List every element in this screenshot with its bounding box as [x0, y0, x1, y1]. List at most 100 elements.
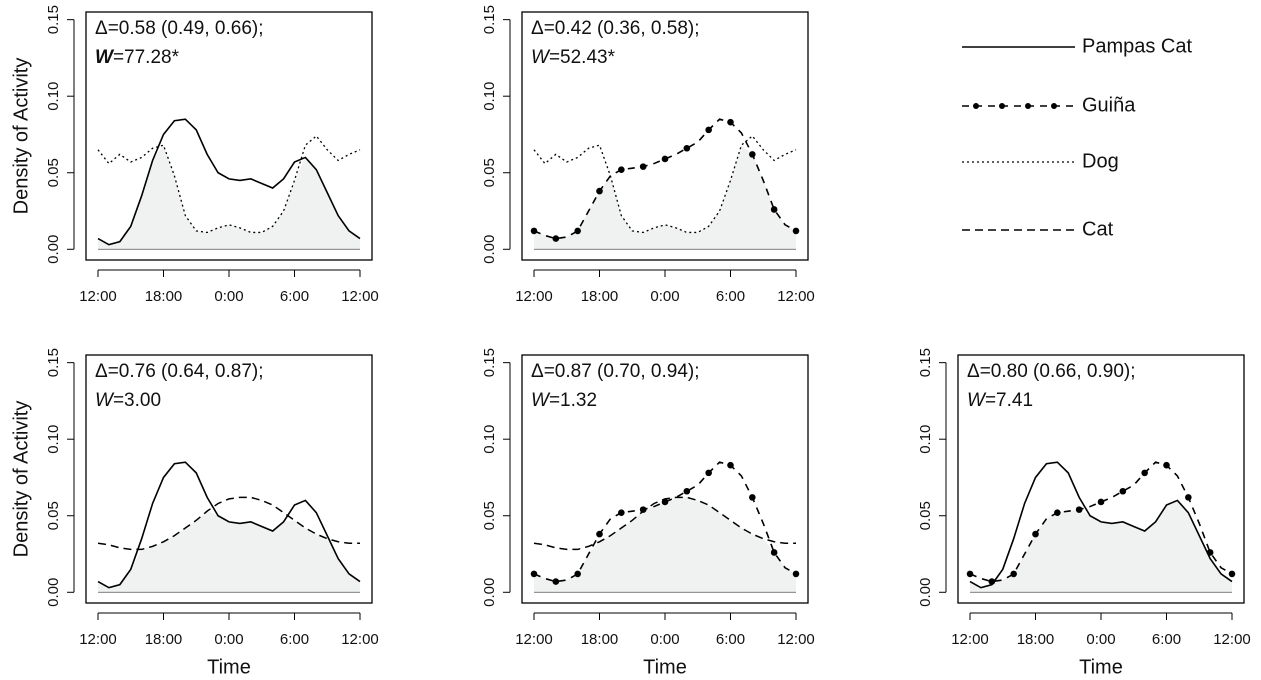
x-tick-label: 0:00	[650, 288, 679, 305]
density-dot	[683, 144, 691, 152]
density-dot	[596, 530, 603, 538]
x-axis-label: Time	[643, 656, 687, 678]
density-dot	[770, 549, 778, 556]
x-tick-label: 18:00	[1017, 631, 1055, 648]
x-tick-label: 18:00	[581, 288, 619, 305]
stat-value: =7.41	[985, 390, 1033, 411]
x-tick-label: 12:00	[1213, 631, 1251, 648]
density-dot	[639, 506, 647, 513]
y-axis-label: Density of Activity	[10, 58, 32, 215]
density-dot	[1075, 506, 1083, 513]
density-dot	[552, 578, 560, 585]
density-dot	[661, 155, 669, 163]
y-tick-label: 0.00	[45, 235, 62, 264]
stat-annotation: W=52.43*	[531, 47, 616, 68]
panel-frame	[85, 11, 373, 261]
stat-symbol: W	[967, 390, 987, 411]
density-dot	[552, 235, 560, 242]
density-dot	[1185, 494, 1192, 501]
y-tick-label: 0.10	[481, 425, 498, 454]
y-axis-label: Density of Activity	[10, 401, 32, 558]
stat-symbol: W	[95, 390, 115, 411]
y-tick-label: 0.05	[45, 158, 62, 187]
y-tick-label: 0.00	[481, 578, 498, 607]
density-line	[97, 461, 361, 589]
overlap-area	[98, 511, 360, 593]
density-dot	[1032, 530, 1039, 538]
x-tick-label: 0:00	[650, 631, 679, 648]
y-tick-label: 0.00	[917, 578, 934, 607]
stat-symbol: W	[531, 47, 551, 68]
panel-frame	[85, 354, 373, 604]
density-dot	[1097, 498, 1105, 506]
density-line	[969, 461, 1233, 589]
stat-value: =1.32	[549, 390, 597, 411]
stat-annotation: W=1.32	[531, 390, 597, 411]
density-line	[533, 496, 796, 551]
x-tick-label: 12:00	[79, 288, 117, 305]
stat-symbol: W	[95, 47, 115, 68]
density-dot	[683, 487, 691, 495]
legend-dot	[999, 103, 1005, 109]
x-tick-label: 18:00	[145, 631, 183, 648]
legend-label: Dog	[1082, 150, 1119, 172]
density-dot	[988, 578, 996, 585]
legend-label: Guiña	[1082, 94, 1136, 116]
x-axis-label: Time	[207, 656, 251, 678]
stat-annotation: Δ=0.87 (0.70, 0.94);	[531, 361, 700, 382]
density-dot	[1010, 570, 1017, 578]
y-tick-label: 0.15	[481, 348, 498, 377]
legend-label: Cat	[1082, 218, 1114, 240]
legend-dot	[973, 103, 979, 109]
overlap-area	[534, 145, 796, 250]
y-tick-label: 0.05	[481, 158, 498, 187]
density-dot	[639, 163, 647, 170]
x-tick-label: 12:00	[951, 631, 989, 648]
y-tick-label: 0.05	[917, 501, 934, 530]
legend-dot	[1025, 103, 1031, 109]
y-tick-label: 0.15	[45, 5, 62, 34]
density-dot	[530, 570, 538, 578]
x-tick-label: 12:00	[515, 631, 553, 648]
density-dot	[574, 570, 581, 578]
density-dot	[749, 494, 756, 501]
y-tick-label: 0.15	[917, 348, 934, 377]
density-line	[97, 118, 361, 246]
stat-annotation: W=3.00	[95, 390, 161, 411]
x-tick-label: 0:00	[1086, 631, 1115, 648]
density-dot	[574, 227, 581, 235]
x-tick-label: 12:00	[777, 631, 815, 648]
x-axis-label: Time	[1079, 656, 1123, 678]
y-tick-label: 0.10	[917, 425, 934, 454]
x-tick-label: 18:00	[581, 631, 619, 648]
density-dot	[727, 461, 734, 469]
y-tick-label: 0.15	[45, 348, 62, 377]
density-dot	[792, 227, 800, 235]
x-tick-label: 12:00	[341, 288, 379, 305]
overlap-area	[98, 145, 360, 250]
density-dot	[1054, 509, 1061, 516]
panel-frame	[521, 354, 809, 604]
y-tick-label: 0.15	[481, 5, 498, 34]
stat-value: =52.43*	[549, 47, 616, 68]
y-tick-label: 0.05	[481, 501, 498, 530]
y-tick-label: 0.05	[45, 501, 62, 530]
x-tick-label: 6:00	[716, 631, 745, 648]
overlap-area	[534, 497, 796, 593]
legend-label: Pampas Cat	[1082, 35, 1192, 57]
stat-annotation: W=77.28*	[95, 47, 180, 68]
y-tick-label: 0.00	[45, 578, 62, 607]
x-tick-label: 12:00	[341, 631, 379, 648]
x-tick-label: 6:00	[716, 288, 745, 305]
x-tick-label: 6:00	[280, 288, 309, 305]
stat-annotation: Δ=0.42 (0.36, 0.58);	[531, 18, 700, 39]
stat-annotation: W=7.41	[967, 390, 1033, 411]
density-dot	[618, 509, 625, 516]
density-dot	[1141, 469, 1148, 477]
y-tick-label: 0.00	[481, 235, 498, 264]
density-dot	[530, 227, 538, 235]
y-tick-label: 0.10	[45, 82, 62, 111]
y-tick-label: 0.10	[481, 82, 498, 111]
x-tick-label: 18:00	[145, 288, 183, 305]
stat-value: =77.28*	[113, 47, 180, 68]
